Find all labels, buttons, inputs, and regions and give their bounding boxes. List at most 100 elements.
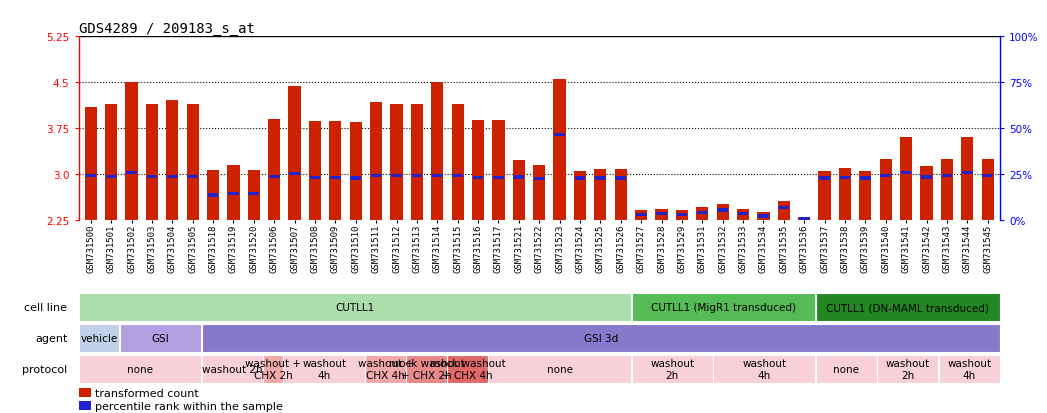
Bar	[289, 173, 300, 176]
Bar	[819, 171, 830, 220]
Bar	[488, 356, 631, 383]
Bar	[615, 169, 627, 220]
Bar	[595, 169, 606, 220]
Text: washout
2h: washout 2h	[886, 358, 930, 380]
Bar	[350, 123, 362, 220]
Bar	[941, 175, 953, 178]
Text: washout 2h: washout 2h	[202, 364, 263, 374]
Bar	[696, 208, 709, 220]
Bar	[533, 165, 545, 220]
Text: GSI 3d: GSI 3d	[583, 333, 618, 343]
Bar	[738, 212, 749, 216]
Bar	[636, 211, 647, 220]
Bar	[452, 175, 463, 178]
Bar	[778, 206, 789, 209]
Bar	[717, 209, 728, 212]
Bar	[391, 104, 403, 220]
Bar	[492, 121, 505, 220]
Bar	[263, 356, 283, 383]
Bar	[309, 121, 321, 220]
Bar	[86, 175, 96, 178]
Bar	[819, 177, 830, 180]
Bar	[778, 202, 789, 220]
Bar	[146, 104, 158, 220]
Bar	[656, 212, 667, 216]
Bar	[207, 194, 219, 197]
Bar	[939, 356, 1000, 383]
Bar	[877, 356, 938, 383]
Text: washout
4h: washout 4h	[948, 358, 992, 380]
Bar	[574, 171, 586, 220]
Bar	[79, 401, 91, 410]
Bar	[921, 176, 932, 179]
Bar	[406, 356, 447, 383]
Text: mock washout
+ CHX 2h: mock washout + CHX 2h	[388, 358, 465, 380]
Bar	[631, 356, 713, 383]
Bar	[737, 210, 750, 220]
Bar	[798, 217, 810, 220]
Text: CUTLL1: CUTLL1	[335, 302, 375, 312]
Bar	[493, 176, 504, 180]
Bar	[79, 388, 91, 397]
Bar	[431, 83, 443, 220]
Text: CUTLL1 (MigR1 transduced): CUTLL1 (MigR1 transduced)	[651, 302, 796, 312]
Text: GDS4289 / 209183_s_at: GDS4289 / 209183_s_at	[79, 22, 254, 36]
Bar	[202, 356, 263, 383]
Bar	[451, 104, 464, 220]
Bar	[187, 175, 198, 178]
Text: washout
4h: washout 4h	[303, 358, 347, 380]
Bar	[513, 161, 525, 220]
Bar	[900, 171, 912, 175]
Bar	[410, 104, 423, 220]
Text: mock washout
+ CHX 4h: mock washout + CHX 4h	[429, 358, 506, 380]
Bar	[228, 192, 239, 195]
Bar	[676, 214, 687, 217]
Bar	[575, 177, 585, 180]
Bar	[655, 209, 668, 220]
Text: none: none	[127, 364, 153, 374]
Bar	[330, 176, 340, 180]
Bar	[962, 171, 973, 175]
Bar	[981, 159, 994, 220]
Text: none: none	[547, 364, 573, 374]
Bar	[85, 107, 97, 220]
Text: CUTLL1 (DN-MAML transduced): CUTLL1 (DN-MAML transduced)	[826, 302, 989, 312]
Text: protocol: protocol	[22, 364, 67, 374]
Bar	[636, 214, 646, 217]
Bar	[310, 176, 320, 180]
Text: GSI: GSI	[152, 333, 170, 343]
Bar	[329, 121, 341, 220]
Bar	[411, 175, 422, 178]
Bar	[713, 356, 816, 383]
Bar	[119, 325, 201, 352]
Bar	[840, 176, 850, 180]
Bar	[472, 121, 484, 220]
Bar	[631, 294, 816, 321]
Text: vehicle: vehicle	[81, 333, 117, 343]
Bar	[207, 170, 219, 220]
Bar	[147, 175, 157, 178]
Bar	[105, 104, 117, 220]
Text: washout
2h: washout 2h	[650, 358, 694, 380]
Text: washout
4h: washout 4h	[742, 358, 786, 380]
Bar	[227, 165, 240, 220]
Bar	[799, 218, 809, 221]
Bar	[284, 356, 365, 383]
Bar	[186, 104, 199, 220]
Bar	[860, 177, 871, 180]
Bar	[365, 356, 406, 383]
Text: transformed count: transformed count	[95, 388, 199, 398]
Text: none: none	[833, 364, 860, 374]
Bar	[534, 178, 544, 181]
Bar	[941, 159, 953, 220]
Text: agent: agent	[35, 333, 67, 343]
Bar	[79, 325, 119, 352]
Bar	[961, 138, 974, 220]
Bar	[554, 134, 565, 137]
Bar	[106, 175, 116, 178]
Bar	[816, 356, 876, 383]
Bar	[595, 177, 606, 180]
Bar	[126, 83, 137, 220]
Bar	[716, 205, 729, 220]
Text: washout +
CHX 4h: washout + CHX 4h	[358, 358, 414, 380]
